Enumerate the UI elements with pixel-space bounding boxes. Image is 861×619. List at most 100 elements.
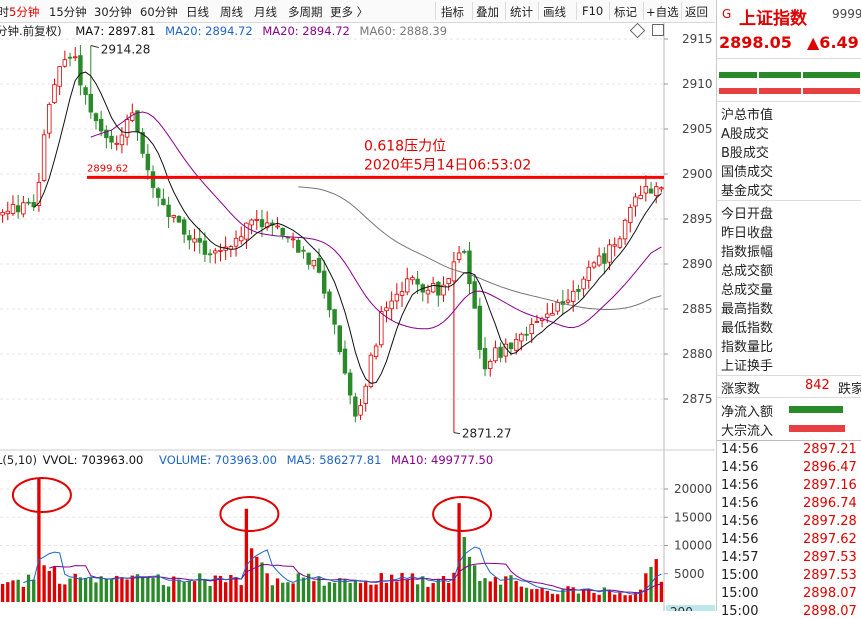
tick-time: 15:00 [721,568,759,583]
volume-bar [395,581,399,602]
vol-legend-vvol: VVOL: 703963.00 [42,453,144,467]
tab-15min[interactable]: 15分钟 [49,5,87,19]
field-bond-volume: 国债成交 [721,165,774,180]
price-axis-label: 2875 [682,392,713,406]
index-name: 上证指数 [739,9,807,29]
candle-body [88,93,93,113]
candle-body [166,204,171,218]
overlay-button[interactable]: 叠加 [476,5,499,19]
candle-body [472,281,477,309]
volume-bar [291,583,295,602]
back-button[interactable]: 返回 [685,5,708,19]
volume-bar [140,576,145,602]
volume-bar [312,581,316,602]
chart-area[interactable]: 2915 2910 2905 2900 2895 2890 2885 2880 2875 2899… [0,22,716,619]
f10-button[interactable]: F10 [582,4,604,18]
net-inflow-label: 净流入额 [721,405,774,420]
volume-bar [130,575,134,602]
candle-body [596,255,602,266]
field-turnover-amount: 总成交额 [721,264,774,279]
tab-5min[interactable]: 5分钟 [9,5,40,19]
candle-body [493,347,498,362]
volume-bar [275,578,280,602]
volume-bar [364,580,368,602]
volume-ma5-line [23,546,662,595]
candle-body [145,153,151,171]
tab-multi-period[interactable]: 多周期 [288,5,323,19]
candle-body [659,187,664,190]
tab-more[interactable]: 更多 〉 [330,5,369,19]
candle-body [565,299,571,303]
volume-bar [633,592,638,602]
candle-body [156,188,161,198]
breadth-bar-red [759,88,801,94]
candle-body [15,205,21,213]
mark-button[interactable]: 标记 [614,5,637,19]
volume-bar [255,556,259,602]
candle-body [114,142,119,145]
field-open: 今日开盘 [721,207,774,222]
candle-body [296,239,301,253]
candle-body [498,346,503,358]
volume-bar [602,587,607,602]
volume-bar [89,577,93,602]
volume-bar [618,592,622,602]
candle-body [290,238,296,241]
tick-price: 2898.07 [803,586,857,601]
tab-60min[interactable]: 60分钟 [140,5,178,19]
candle-body [150,171,156,188]
divider [538,2,539,20]
candle-body [176,216,182,223]
candle-body [586,266,591,281]
volume-bar [410,573,415,602]
volume-bar [68,578,72,602]
indicator-button[interactable]: 指标 [441,5,464,19]
breadth-bar-green [719,72,757,78]
draw-line-button[interactable]: 画线 [543,5,566,19]
candle-body [342,348,348,374]
field-amplitude: 指数振幅 [721,245,774,260]
period-toolbar: 分时 5分钟 15分钟 30分钟 60分钟 日线 周线 月线 多周期 更多 〉 … [0,0,715,23]
candle-body [513,338,519,351]
candle-body [187,235,192,241]
volume-bar [389,574,394,602]
volume-bar [353,579,358,602]
candle-body [430,283,436,293]
candle-body [327,291,332,311]
add-watchlist-button[interactable]: +自选 [646,5,679,19]
candle-body [436,281,441,296]
volume-bar [447,582,451,602]
candle-body [555,302,560,312]
volume-bar [322,585,326,602]
candle-body [98,118,104,132]
candle-body [399,291,405,296]
candle-body [207,253,213,256]
statistics-button[interactable]: 统计 [510,5,533,19]
candle-body [394,293,400,302]
volume-bar [234,577,238,602]
volume-bar [493,577,498,602]
volume-bar [94,582,98,602]
volume-bar [638,589,643,602]
square-icon[interactable] [652,24,664,36]
kline-chart[interactable]: 2915 2910 2905 2900 2895 2890 2885 2880 2875 2899… [0,22,716,619]
volume-bar [42,565,46,602]
volume-bar [125,579,129,602]
legend-ma20a: MA20: 2894.72 [165,24,253,38]
candle-body [254,219,259,221]
volume-bar [457,503,461,602]
volume-bar [151,578,155,602]
tab-30min[interactable]: 30分钟 [94,5,132,19]
candle-body [508,342,514,350]
tab-monthly[interactable]: 月线 [254,5,277,19]
tab-weekly[interactable]: 周线 [220,5,243,19]
candle-body [171,215,176,218]
volume-bar [104,579,109,602]
candle-body [31,201,36,208]
tab-intraday[interactable]: 分时 [0,5,9,19]
volume-bar [509,575,513,602]
vol-legend-volume: VOLUME: 703963.00 [159,453,277,467]
breadth-bar-green [803,72,860,78]
tab-daily[interactable]: 日线 [186,5,209,19]
field-low: 最低指数 [721,321,774,336]
